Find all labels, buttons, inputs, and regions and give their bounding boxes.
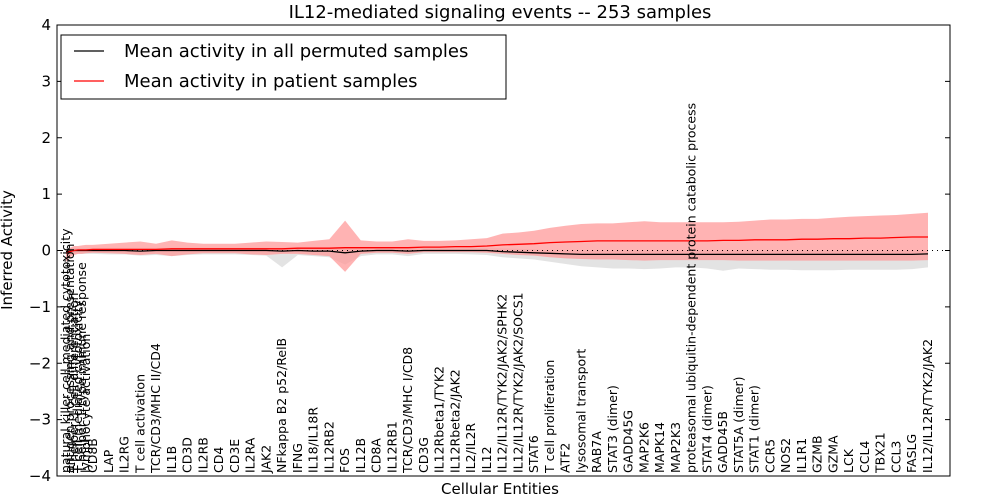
legend-label-patient: Mean activity in patient samples xyxy=(124,71,418,92)
plot-frame xyxy=(56,24,951,477)
x-tick-label: IL12/IL12R/TYK2/JAK2/SPHK2 xyxy=(495,294,510,473)
y-tick-label: 3 xyxy=(41,72,51,90)
patient-range-band xyxy=(66,212,928,272)
x-tick-label: CD8B xyxy=(85,438,100,473)
x-tick-label: STAT4 (dimer) xyxy=(699,385,714,473)
x-tick-label: IL18/IL18R xyxy=(306,407,321,473)
y-axis-label: Inferred Activity xyxy=(0,190,16,310)
x-tick-label: STAT3 (dimer) xyxy=(605,385,620,473)
x-tick-label: CCL4 xyxy=(857,441,872,473)
x-tick-label: T-helper 1 type immune response xyxy=(74,262,89,474)
x-tick-label: lymphocyte activation xyxy=(78,334,93,473)
x-tick-label: FOS xyxy=(337,448,352,473)
x-tick-label: ATF2 xyxy=(558,443,573,473)
lines-layer xyxy=(57,236,950,256)
x-tick-label: NOS2 xyxy=(778,438,793,473)
x-tick-label: MAP2K6 xyxy=(636,422,651,473)
x-tick-label: IL12/IL12R/TYK2/JAK2/SOCS1 xyxy=(510,292,525,473)
x-tick-label: GZMB xyxy=(810,435,825,473)
x-tick-label: LAP xyxy=(101,449,116,473)
y-tick-label: 0 xyxy=(41,242,51,260)
x-tick-label: MAPK14 xyxy=(652,422,667,473)
x-tick-label: IL2RA xyxy=(243,437,258,473)
bands-layer xyxy=(66,212,928,272)
x-tick-label: proteasomal ubiquitin-dependent protein … xyxy=(684,103,699,473)
x-tick-label: MAP2K3 xyxy=(668,422,683,473)
y-tick-label: −3 xyxy=(29,411,51,429)
x-tick-label: CCL3 xyxy=(889,441,904,473)
x-tick-label: RAB7A xyxy=(589,431,604,473)
x-tick-label: IL1B xyxy=(164,446,179,473)
y-tick-label: −4 xyxy=(29,467,51,485)
x-tick-label: STAT6 xyxy=(526,435,541,473)
patient-mean-line xyxy=(65,236,928,254)
x-tick-label: antigen processing and presentation xyxy=(62,244,77,473)
x-tick-label: TCR/CD3/MHC II/CD4 xyxy=(148,343,163,474)
y-tick-label: 4 xyxy=(41,16,51,34)
x-axis-label: Cellular Entities xyxy=(441,480,559,498)
x-tick-label: STAT1 (dimer) xyxy=(747,385,762,473)
x-tick-label: LCK xyxy=(841,448,856,473)
x-tick-label: IL1R1 xyxy=(794,438,809,473)
legend-box xyxy=(60,34,507,100)
x-tick-label: STAT5A (dimer) xyxy=(731,377,746,473)
x-tick-label: IL12RB2 xyxy=(321,421,336,473)
x-tick-label: T-helper 1 cell differentiation xyxy=(66,293,81,474)
permuted-mean-line xyxy=(65,249,929,256)
chart-title: IL12-mediated signaling events -- 253 sa… xyxy=(289,2,712,23)
x-tick-label: IL2RB xyxy=(195,437,210,473)
x-tick-label: GADD45B xyxy=(715,411,730,473)
x-tick-label: IL12 xyxy=(479,446,494,473)
x-tick-label: T cell mediated cytotoxicity xyxy=(70,299,85,474)
x-tick-label: TBX21 xyxy=(873,432,888,474)
x-tick-label: IL12Rbeta1/TYK2 xyxy=(432,366,447,473)
y-tick-label: −1 xyxy=(29,298,51,316)
legend: Mean activity in all permuted samples Me… xyxy=(60,34,507,100)
x-tick-label: NFkappa B2 p52/RelB xyxy=(274,338,289,473)
y-ticks: −4 −3 −2 −1 0 1 2 3 4 xyxy=(29,16,950,485)
x-tick-label: CD4 xyxy=(211,447,226,473)
y-tick-label: 1 xyxy=(41,185,51,203)
x-tick-label: CD3G xyxy=(416,437,431,473)
x-tick-label: lysosomal transport xyxy=(573,349,588,473)
x-tick-label: CD3E xyxy=(227,439,242,473)
x-tick-label: IL2/IL2R xyxy=(463,423,478,473)
x-tick-label: CD3D xyxy=(180,437,195,473)
x-tick-label: IL12Rbeta2/JAK2 xyxy=(447,369,462,473)
y-tick-label: −2 xyxy=(29,354,51,372)
x-tick-label: IL2RG xyxy=(117,436,132,473)
x-tick-label: CD8A xyxy=(369,438,384,473)
x-tick-label: T cell activation xyxy=(132,374,147,474)
x-tick-label: FASLG xyxy=(904,434,919,473)
x-tick-label: IL12B xyxy=(353,438,368,473)
x-tick-label: IL12/IL12R/TYK2/JAK2 xyxy=(920,339,935,473)
x-tick-label: IL12RB1 xyxy=(384,421,399,473)
x-tick-label: T cell proliferation xyxy=(542,360,557,474)
x-tick-label: TCR/CD3/MHC I/CD8 xyxy=(400,347,415,474)
x-tick-label: JAK2 xyxy=(258,445,273,474)
x-tick-label: GZMA xyxy=(826,435,841,473)
legend-label-permuted: Mean activity in all permuted samples xyxy=(124,41,468,62)
x-tick-label: GADD45G xyxy=(621,410,636,473)
x-tick-label: natural killer cell mediated cytotoxicit… xyxy=(58,228,73,473)
x-tick-labels: natural killer cell mediated cytotoxicit… xyxy=(58,103,935,474)
y-tick-label: 2 xyxy=(41,129,51,147)
x-tick-label: CCR5 xyxy=(763,439,778,473)
x-tick-label: IFNG xyxy=(290,443,305,473)
